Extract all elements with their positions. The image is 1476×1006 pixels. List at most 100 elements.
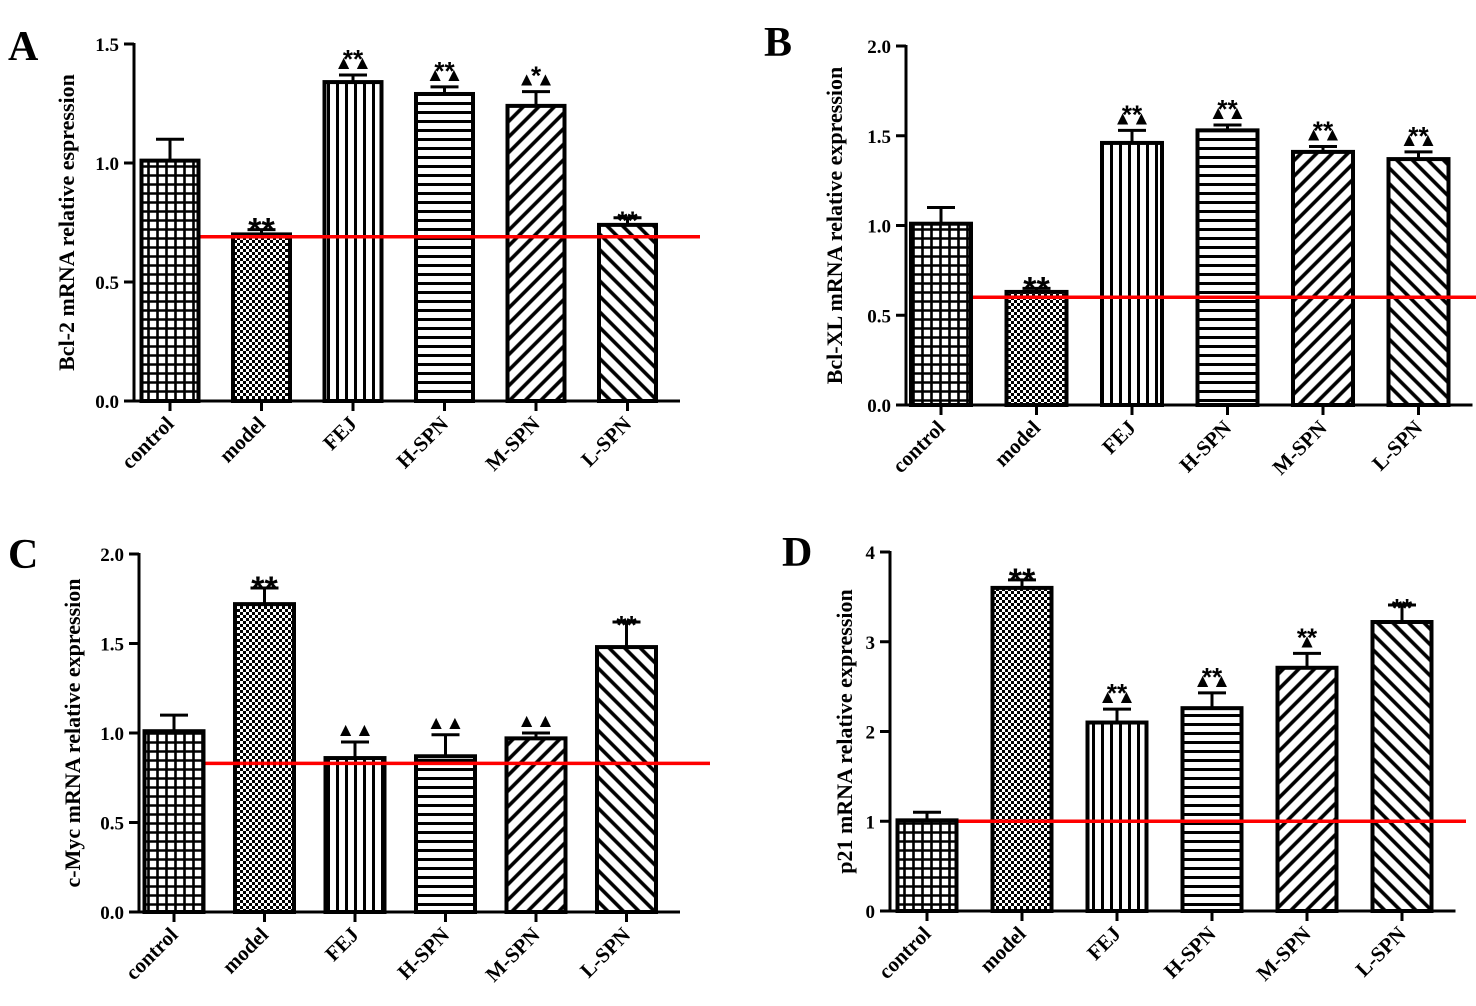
y-tick-label: 2 (866, 723, 876, 744)
panel-letter: D (782, 530, 812, 576)
x-tick-label: model (989, 415, 1045, 471)
significance-stars: ** (1122, 99, 1143, 129)
significance-triangles: ▲▲ (1098, 687, 1136, 708)
x-tick-label: model (214, 411, 270, 467)
y-tick-label: 0 (866, 902, 876, 923)
bar-model (231, 232, 292, 403)
significance-stars: * (531, 61, 542, 91)
significance-stars: ** (616, 610, 637, 640)
panel-c: Cc-Myc mRNA relative expression 0.0 0.5 1.0… (8, 532, 710, 987)
significance-stars: ** (343, 44, 364, 74)
significance-triangles: ▲▲ (336, 720, 374, 741)
y-tick-label: 4 (866, 543, 876, 564)
bar-l-spn (1386, 157, 1451, 407)
bar-control (139, 158, 201, 403)
significance-stars: ** (1313, 116, 1334, 146)
y-tick-label: 0.5 (100, 814, 124, 835)
y-axis-title: Bcl-2 mRNA relative espression (54, 74, 79, 371)
bar-control (142, 729, 206, 915)
bar-control (895, 818, 959, 913)
bar-l-spn (595, 645, 658, 915)
x-tick-label: M-SPN (1252, 922, 1316, 986)
y-tick-label: 2.0 (100, 545, 124, 566)
bar-model (233, 602, 296, 914)
y-axis-title: c-Myc mRNA relative expression (60, 579, 85, 888)
y-tick-label: 0.5 (95, 273, 119, 294)
y-axis-title: Bcl-XL mRNA relative expression (822, 67, 847, 385)
bar-model (1004, 289, 1069, 408)
x-tick-label: L-SPN (1351, 922, 1411, 982)
bar-h-spn (414, 754, 477, 915)
bar-fej (1100, 140, 1164, 407)
significance-stars: ** (1217, 94, 1238, 124)
x-tick-label: H-SPN (393, 923, 455, 985)
x-tick-label: FEJ (1082, 922, 1125, 965)
significance-stars: ** (1009, 562, 1036, 600)
x-tick-label: H-SPN (1175, 416, 1237, 478)
significance-triangles: ▲▲ (426, 65, 464, 86)
bar-m-spn (1275, 665, 1339, 914)
y-tick-label: 0.0 (100, 903, 124, 924)
bar-m-spn (504, 736, 568, 914)
x-tick-label: FEJ (320, 923, 363, 966)
significance-stars: ** (1202, 662, 1223, 692)
panel-letter: C (8, 532, 38, 578)
significance-triangles: ▲▲ (517, 711, 555, 732)
significance-stars: ** (617, 206, 638, 236)
significance-triangles: ▲▲ (1113, 108, 1151, 129)
significance-triangles: ▲▲ (427, 713, 465, 734)
x-tick-label: model (217, 922, 273, 978)
x-tick-label: control (120, 922, 182, 984)
x-tick-label: model (975, 921, 1031, 977)
panel-letter: A (8, 24, 39, 70)
x-tick-label: L-SPN (575, 923, 635, 983)
y-tick-label: 3 (866, 633, 876, 654)
y-axis-title: p21 mRNA relative expression (832, 589, 857, 874)
x-tick-label: L-SPN (576, 412, 636, 472)
x-tick-label: control (116, 411, 178, 473)
x-tick-label: L-SPN (1367, 416, 1427, 476)
significance-stars: ** (1023, 270, 1050, 308)
panel-b: B Bcl-XL mRNA relative expression 0.0 0.5 1.… (764, 20, 1476, 480)
significance-triangles: ▲▲ (517, 70, 555, 91)
significance-stars: ** (1107, 678, 1128, 708)
panel-a: A Bcl-2 mRNA relative espression 0.0 0.5 1.0… (8, 24, 700, 476)
y-tick-label: 1.5 (95, 35, 119, 56)
y-tick-label: 0.5 (867, 306, 891, 327)
significance-triangles: ▲ (1298, 631, 1317, 652)
significance-triangles: ▲▲ (1209, 103, 1247, 124)
y-tick-label: 1.0 (867, 217, 891, 238)
x-tick-label: M-SPN (1268, 416, 1332, 480)
significance-stars: ** (1408, 121, 1429, 151)
significance-stars: ** (248, 212, 275, 250)
y-tick-label: 0.0 (867, 396, 891, 417)
x-tick-label: control (873, 921, 935, 983)
bar-m-spn (505, 103, 567, 403)
y-tick-label: 1.0 (100, 724, 124, 745)
significance-stars: ** (1297, 622, 1318, 652)
y-tick-label: 1.5 (867, 127, 891, 148)
bar-fej (1085, 720, 1149, 914)
x-tick-label: H-SPN (1159, 922, 1221, 984)
bar-l-spn (1370, 620, 1434, 913)
significance-triangles: ▲▲ (1304, 125, 1342, 146)
bar-fej (322, 80, 384, 404)
x-tick-label: control (887, 415, 949, 477)
y-tick-label: 1 (866, 812, 876, 833)
significance-stars: ** (1392, 593, 1413, 623)
bar-m-spn (1291, 149, 1355, 407)
bar-l-spn (597, 222, 658, 403)
x-tick-label: FEJ (318, 412, 361, 455)
significance-triangles: ▲▲ (334, 53, 372, 74)
bar-h-spn (1180, 706, 1244, 913)
x-tick-label: H-SPN (392, 412, 454, 474)
significance-triangles: ▲▲ (1400, 130, 1438, 151)
panel-letter: B (764, 20, 792, 66)
bar-h-spn (1195, 128, 1260, 408)
significance-stars: ** (251, 570, 278, 608)
y-tick-label: 1.0 (95, 154, 119, 175)
significance-stars: ** (434, 56, 455, 86)
bar-h-spn (414, 91, 475, 403)
